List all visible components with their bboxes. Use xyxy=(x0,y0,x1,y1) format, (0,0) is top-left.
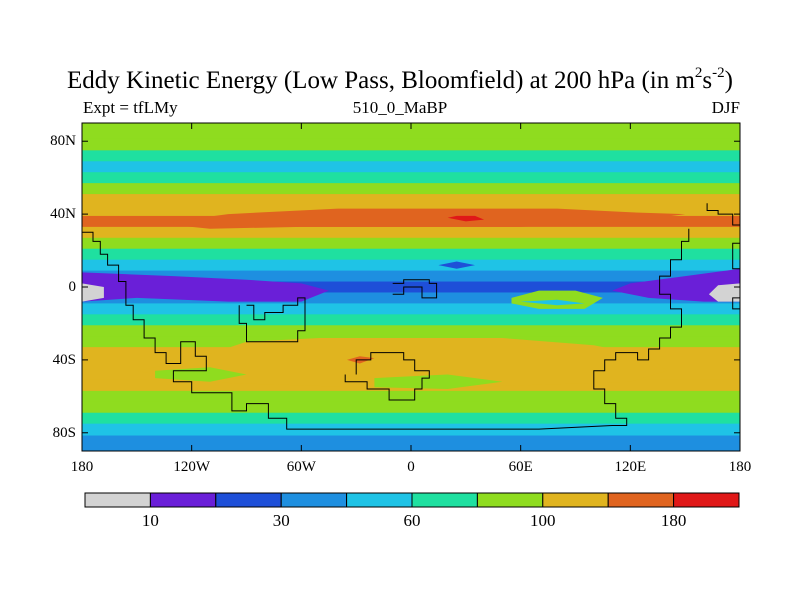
x-tick-label: 120W xyxy=(173,459,210,475)
colorbar-swatch xyxy=(84,492,151,508)
contour-feature xyxy=(511,290,603,309)
colorbar-swatch xyxy=(607,492,675,508)
colorbar-swatch xyxy=(280,492,348,508)
contour-feature xyxy=(136,338,667,389)
contour-band xyxy=(82,401,740,414)
colorbar-swatch xyxy=(215,492,282,508)
contour-band xyxy=(82,292,740,304)
x-tick-label: 0 xyxy=(407,459,415,475)
contour-band xyxy=(82,161,740,173)
contour-band xyxy=(82,150,740,162)
contour-band xyxy=(82,412,740,425)
colorbar-swatch xyxy=(411,492,478,508)
chart-title: Eddy Kinetic Energy (Low Pass, Bloomfiel… xyxy=(67,65,733,95)
subtitle-left: Expt = tfLMy xyxy=(83,98,178,117)
contour-feature xyxy=(374,374,503,389)
colorbar-swatch xyxy=(542,492,609,508)
y-tick-label: 40N xyxy=(50,206,76,223)
y-tick-label: 0 xyxy=(68,279,77,295)
colorbar-swatch xyxy=(346,492,413,508)
contour-feature xyxy=(173,208,686,229)
contour-band xyxy=(82,314,740,326)
coastline xyxy=(732,242,740,270)
axis-ticks xyxy=(81,123,741,451)
subtitle-right: DJF xyxy=(711,98,740,117)
contour-feature xyxy=(82,272,329,302)
continent-outline xyxy=(82,203,740,430)
y-tick-label: 80S xyxy=(52,424,76,441)
colorbar-swatch xyxy=(476,492,544,508)
contour-band xyxy=(82,270,740,283)
coastline xyxy=(344,352,430,401)
contour-band xyxy=(82,325,740,337)
y-tick-label: 40S xyxy=(52,351,76,368)
coastline xyxy=(82,228,690,430)
colorbar-swatch xyxy=(673,492,740,508)
contour-feature xyxy=(708,283,740,302)
colorbar-label: 10 xyxy=(142,511,159,530)
coastline xyxy=(238,297,306,343)
contour-band xyxy=(82,172,740,184)
contour-feature xyxy=(82,283,104,302)
coastline xyxy=(732,297,740,310)
contour-band xyxy=(82,194,740,206)
x-tick-label: 120E xyxy=(614,459,647,475)
contour-band xyxy=(82,248,740,261)
colorbar-label: 60 xyxy=(404,511,421,530)
colorbar-label: 30 xyxy=(273,511,290,530)
x-tick-label: 180 xyxy=(728,459,752,475)
colorbar-label: 180 xyxy=(661,511,687,530)
contour-field xyxy=(82,123,740,451)
y-tick-label: 80N xyxy=(50,133,76,150)
contour-band xyxy=(82,123,740,139)
contour-band xyxy=(82,303,740,315)
x-tick-label: 180 xyxy=(70,459,94,475)
coastline xyxy=(392,279,438,299)
x-tick-label: 60W xyxy=(286,459,316,475)
contour-band xyxy=(82,183,740,195)
subtitle-center: 510_0_MaBP xyxy=(352,98,448,117)
x-tick-label: 60E xyxy=(508,459,533,475)
contour-band xyxy=(82,259,740,272)
contour-band xyxy=(82,237,740,250)
contour-band xyxy=(82,423,740,437)
coastline xyxy=(706,203,740,226)
contour-feature xyxy=(438,261,475,269)
contour-feature xyxy=(447,215,485,222)
contour-band xyxy=(82,435,740,451)
colorbar-swatch xyxy=(149,492,217,508)
contour-band xyxy=(82,138,740,151)
colorbar-label: 100 xyxy=(530,511,556,530)
contour-feature xyxy=(520,299,585,306)
contour-band xyxy=(82,226,740,239)
contour-feature xyxy=(612,268,740,302)
colorbar: 10 30 60 100 180 xyxy=(84,492,740,530)
contour-band xyxy=(82,390,740,403)
